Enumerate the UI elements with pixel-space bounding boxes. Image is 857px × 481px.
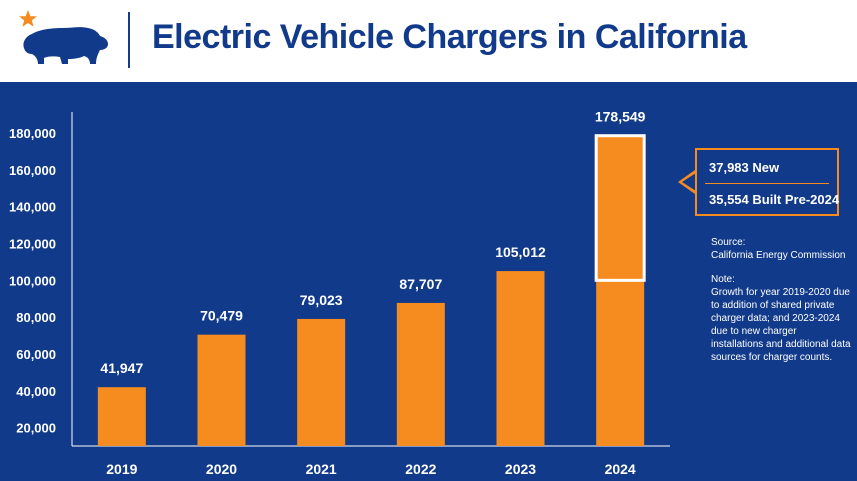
california-bear-logo bbox=[19, 10, 109, 64]
y-tick-label: 160,000 bbox=[9, 163, 56, 178]
note-heading: Note: bbox=[711, 274, 735, 285]
page-title: Electric Vehicle Chargers in California bbox=[152, 18, 747, 56]
bar-value-label: 178,549 bbox=[595, 109, 646, 125]
x-tick-label: 2020 bbox=[206, 461, 237, 477]
notes-block: Source: California Energy Commission Not… bbox=[711, 236, 851, 364]
callout-pre-label: 35,554 Built Pre-2024 bbox=[709, 192, 840, 207]
bar-value-label: 70,479 bbox=[200, 308, 243, 324]
callout-new-label: 37,983 New bbox=[709, 160, 780, 175]
y-tick-label: 20,000 bbox=[16, 421, 56, 436]
bar-value-label: 41,947 bbox=[100, 360, 143, 376]
bar-value-label: 87,707 bbox=[399, 276, 442, 292]
x-tick-label: 2021 bbox=[306, 461, 337, 477]
bar bbox=[197, 334, 246, 446]
y-tick-label: 60,000 bbox=[16, 347, 56, 362]
bar-value-label: 79,023 bbox=[300, 292, 343, 308]
bar bbox=[396, 302, 445, 446]
header: Electric Vehicle Chargers in California bbox=[0, 0, 857, 82]
x-tick-label: 2019 bbox=[106, 461, 137, 477]
bar-chart: 20,000 40,000 60,000 80,000 100,000 120,000 14… bbox=[9, 109, 670, 477]
y-tick-label: 100,000 bbox=[9, 273, 56, 288]
y-tick-label: 140,000 bbox=[9, 200, 56, 215]
y-tick-label: 80,000 bbox=[16, 310, 56, 325]
star-icon bbox=[19, 10, 37, 27]
callout-arrow-inner bbox=[682, 173, 696, 191]
note-text: Growth for year 2019-2020 due to additio… bbox=[711, 287, 851, 363]
y-tick-label: 180,000 bbox=[9, 126, 56, 141]
bar-value-label: 105,012 bbox=[495, 244, 546, 260]
header-divider bbox=[128, 12, 130, 68]
x-tick-label: 2024 bbox=[605, 461, 636, 477]
x-tick-label: 2023 bbox=[505, 461, 536, 477]
bar bbox=[496, 271, 545, 446]
y-tick-label: 40,000 bbox=[16, 384, 56, 399]
source-heading: Source: bbox=[711, 237, 746, 248]
y-tick-label: 120,000 bbox=[9, 237, 56, 252]
bar bbox=[297, 318, 346, 446]
source-text: California Energy Commission bbox=[711, 250, 846, 261]
callout-box: 37,983 New 35,554 Built Pre-2024 bbox=[695, 148, 839, 216]
bar bbox=[97, 387, 146, 446]
callout-separator bbox=[705, 183, 829, 184]
bar bbox=[596, 280, 645, 446]
bear-icon bbox=[23, 27, 109, 64]
highlighted-bar-segment bbox=[594, 134, 646, 282]
x-tick-label: 2022 bbox=[405, 461, 436, 477]
